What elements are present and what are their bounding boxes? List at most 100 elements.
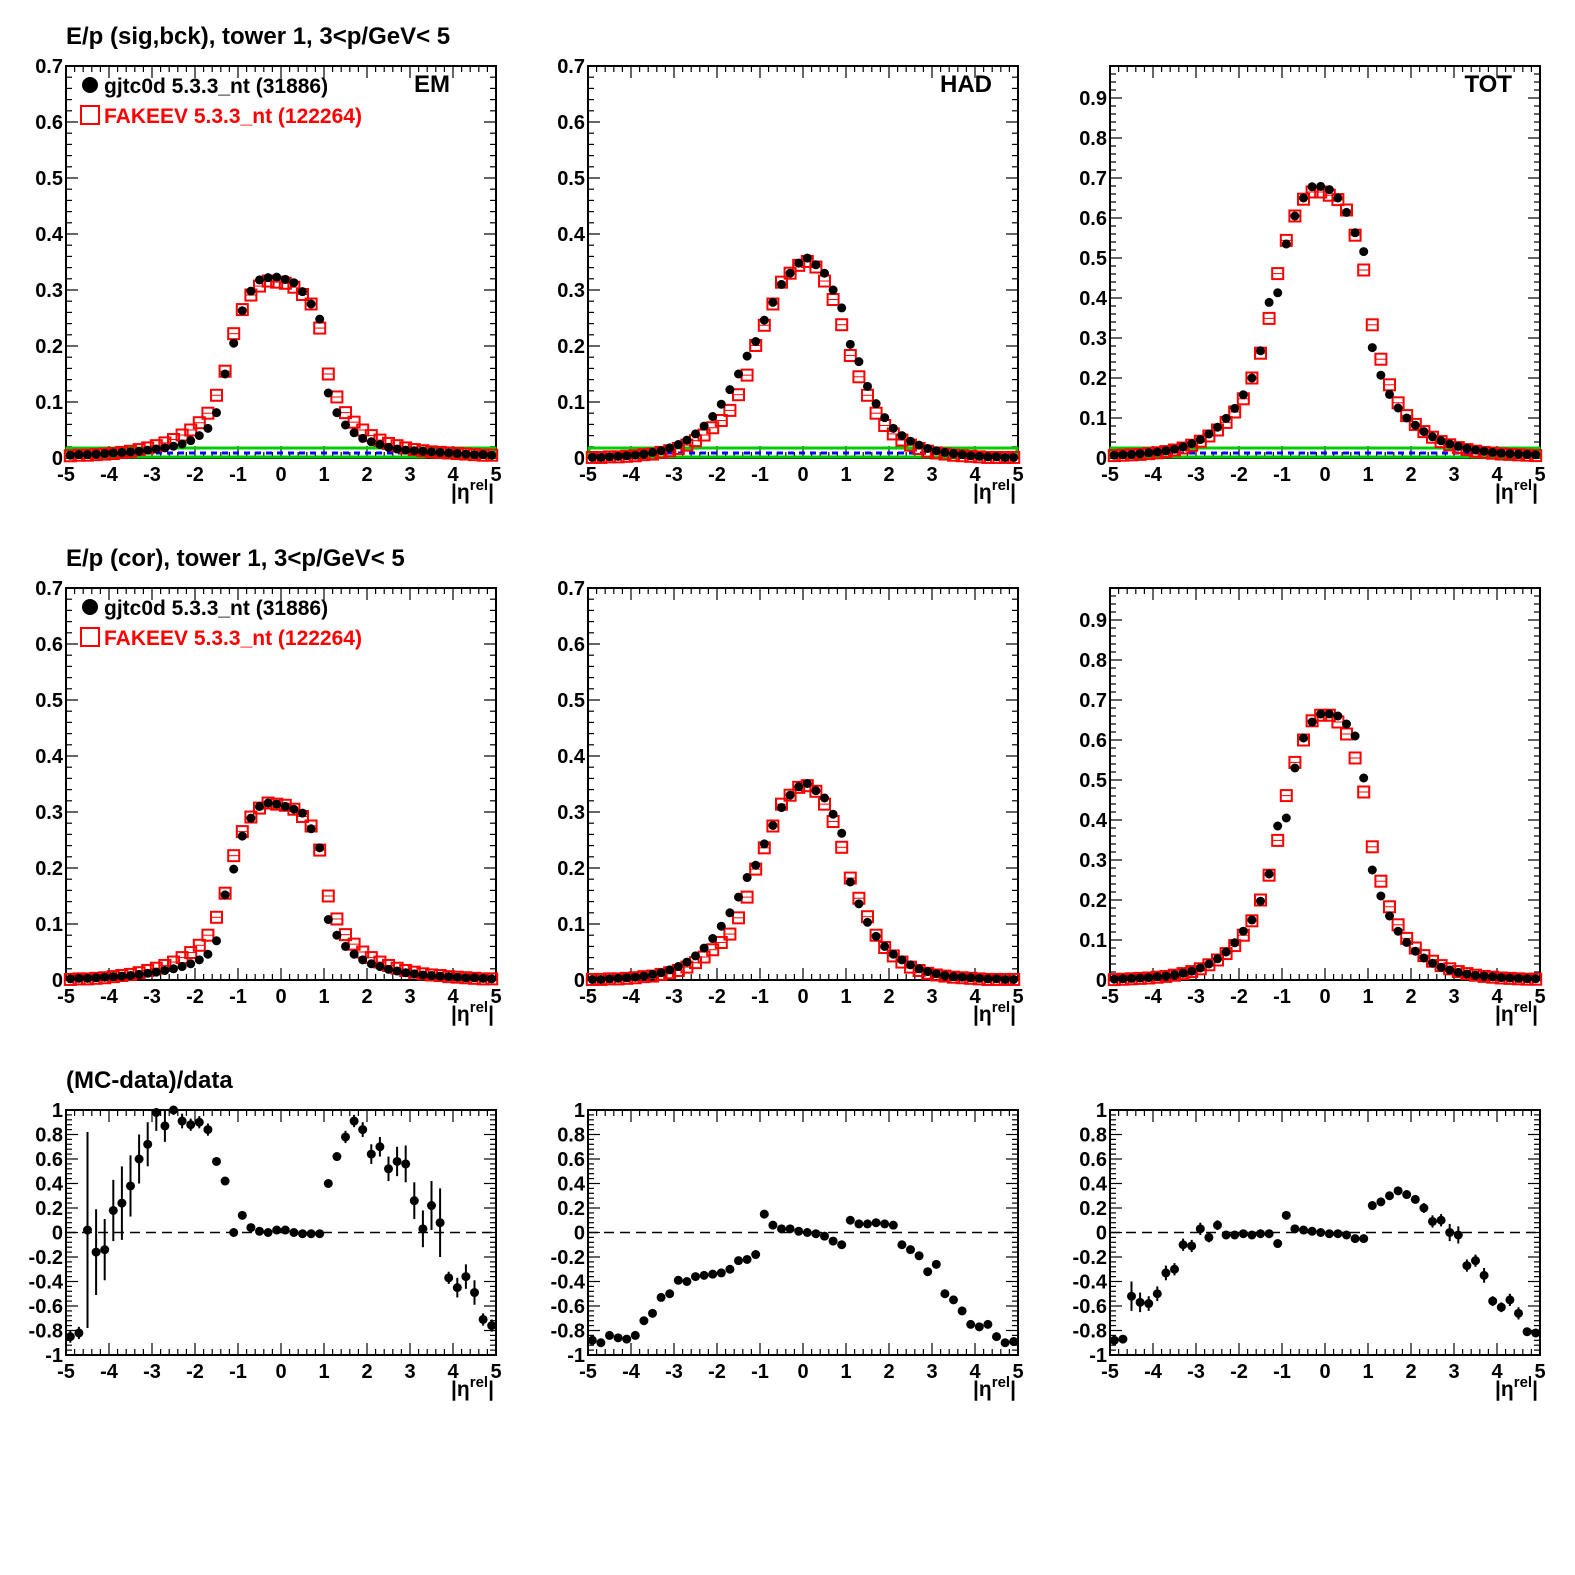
data-point bbox=[280, 274, 290, 284]
mc-point bbox=[1426, 430, 1439, 444]
data-point bbox=[880, 413, 890, 423]
data-point bbox=[691, 951, 700, 961]
ratio-point bbox=[100, 1245, 110, 1255]
y-tick-label: 0.2 bbox=[1079, 1198, 1107, 1220]
data-point bbox=[203, 423, 213, 433]
ratio-point bbox=[622, 1334, 632, 1344]
data-point bbox=[863, 381, 872, 391]
data-point bbox=[91, 449, 101, 459]
panel-cor-tot: -5 -4 -3 -2 -1 0 1 2 3 4 5|ηrel| 0 0.1 0.2 0.3 0.4 0.5 0.… bbox=[1079, 587, 1546, 1026]
y-tick-label: 0.4 bbox=[557, 1174, 586, 1196]
ratio-point bbox=[246, 1223, 256, 1233]
ratio-point bbox=[229, 1228, 239, 1237]
data-point bbox=[65, 974, 75, 984]
data-point bbox=[699, 943, 709, 953]
ratio-point bbox=[1273, 1239, 1283, 1249]
data-point bbox=[949, 449, 958, 459]
x-tick-label: 0 bbox=[275, 986, 286, 1008]
data-point bbox=[888, 423, 898, 433]
ratio-point bbox=[1531, 1328, 1541, 1338]
data-point bbox=[854, 899, 864, 909]
x-tick-label: 0 bbox=[797, 1361, 808, 1383]
ratio-point bbox=[914, 1251, 924, 1261]
data-point bbox=[349, 949, 359, 959]
x-tick-label: -3 bbox=[143, 464, 161, 486]
x-tick-label: 2 bbox=[1405, 464, 1416, 486]
ratio-point bbox=[1170, 1264, 1179, 1274]
x-tick-label: 3 bbox=[404, 1361, 415, 1383]
data-point bbox=[777, 803, 786, 813]
data-point bbox=[246, 286, 256, 296]
x-tick-label: -5 bbox=[1101, 986, 1119, 1008]
data-point bbox=[100, 972, 110, 982]
ratio-point bbox=[863, 1219, 872, 1229]
y-tick-label: 0.7 bbox=[1079, 168, 1107, 190]
x-tick-label: -2 bbox=[186, 1361, 204, 1383]
y-tick-label: 0.6 bbox=[35, 634, 63, 656]
y-tick-label: 0 bbox=[52, 970, 63, 992]
x-tick-label: 4 bbox=[447, 986, 459, 1008]
data-point bbox=[375, 440, 385, 450]
x-tick-label: 3 bbox=[1448, 986, 1459, 1008]
y-tick-label: 0.5 bbox=[35, 168, 63, 190]
y-tick-label: 0.4 bbox=[557, 746, 586, 768]
ratio-point bbox=[1178, 1240, 1188, 1250]
ratio-point bbox=[888, 1220, 898, 1230]
ratio-point bbox=[587, 1335, 597, 1345]
ratio-point bbox=[418, 1224, 428, 1234]
y-tick-label: -1 bbox=[567, 1345, 585, 1367]
data-point bbox=[742, 873, 752, 883]
y-tick-label: 0.9 bbox=[1079, 88, 1107, 110]
y-tick-label: 0.2 bbox=[35, 1198, 63, 1220]
data-point bbox=[854, 357, 864, 367]
data-point bbox=[1402, 937, 1412, 947]
data-point bbox=[1238, 926, 1248, 936]
data-point bbox=[74, 450, 84, 460]
panel-sig-tot: -5 -4 -3 -2 -1 0 1 2 3 4 5|ηrel| 0 0.1 0.2 0.3 0.4 0.5 0.… bbox=[1079, 65, 1546, 504]
ratio-point bbox=[177, 1116, 187, 1126]
data-point bbox=[298, 808, 307, 818]
data-point bbox=[229, 864, 239, 874]
ratio-point bbox=[1135, 1297, 1145, 1307]
data-point bbox=[1496, 973, 1506, 983]
data-point bbox=[1221, 947, 1231, 957]
ratio-point bbox=[837, 1240, 847, 1250]
data-point bbox=[401, 968, 411, 978]
data-point bbox=[384, 964, 393, 974]
x-tick-label: 1 bbox=[840, 1361, 851, 1383]
ratio-point bbox=[315, 1229, 325, 1239]
data-point bbox=[992, 452, 1001, 462]
data-point bbox=[418, 446, 428, 456]
ratio-point bbox=[1428, 1216, 1437, 1226]
mc-point bbox=[1357, 263, 1371, 277]
y-tick-label: 0.2 bbox=[557, 336, 585, 358]
y-tick-label: -0.6 bbox=[29, 1296, 63, 1318]
data-point bbox=[298, 287, 307, 297]
data-point bbox=[1376, 370, 1386, 380]
ratio-point bbox=[212, 1156, 221, 1166]
data-point bbox=[837, 828, 847, 838]
x-tick-label: 0 bbox=[1319, 464, 1330, 486]
data-point bbox=[742, 351, 752, 361]
data-point bbox=[759, 839, 769, 849]
mc-point bbox=[1271, 833, 1285, 847]
data-point bbox=[1393, 926, 1403, 936]
x-tick-label: -5 bbox=[579, 1361, 597, 1383]
y-tick-label: 0.7 bbox=[557, 578, 585, 600]
y-tick-label: -0.8 bbox=[1073, 1321, 1107, 1343]
data-point bbox=[1488, 972, 1498, 982]
data-point bbox=[1402, 413, 1412, 423]
data-point bbox=[212, 408, 221, 418]
data-point bbox=[983, 974, 993, 984]
y-tick-label: 1 bbox=[1096, 1100, 1107, 1122]
y-tick-label: 0.8 bbox=[557, 1125, 585, 1147]
data-point bbox=[126, 971, 135, 981]
data-point bbox=[487, 450, 497, 460]
y-tick-label: -0.8 bbox=[29, 1321, 63, 1343]
y-tick-label: 0.6 bbox=[35, 1149, 63, 1171]
ratio-point bbox=[452, 1283, 462, 1293]
y-tick-label: 0.4 bbox=[1079, 1174, 1108, 1196]
data-point bbox=[375, 962, 385, 972]
data-point bbox=[1009, 452, 1019, 462]
data-point bbox=[811, 260, 821, 270]
